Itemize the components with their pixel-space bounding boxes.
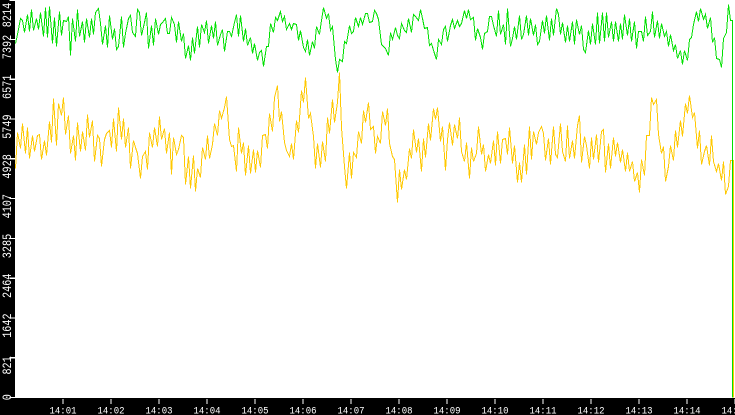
svg-text:14:13: 14:13 xyxy=(626,407,653,415)
svg-text:0: 0 xyxy=(1,394,15,400)
svg-text:1642: 1642 xyxy=(1,313,15,337)
svg-text:4107: 4107 xyxy=(1,194,15,218)
svg-text:14:09: 14:09 xyxy=(434,407,461,415)
svg-text:14:07: 14:07 xyxy=(338,407,365,415)
svg-text:7392: 7392 xyxy=(1,35,15,59)
svg-text:14:11: 14:11 xyxy=(530,407,557,415)
svg-text:14:02: 14:02 xyxy=(98,407,125,415)
svg-text:14:10: 14:10 xyxy=(482,407,509,415)
svg-text:6571: 6571 xyxy=(1,75,15,99)
svg-text:8214: 8214 xyxy=(1,3,15,27)
svg-text:5749: 5749 xyxy=(1,114,15,138)
svg-text:4928: 4928 xyxy=(1,154,15,178)
svg-text:14:04: 14:04 xyxy=(194,407,221,415)
svg-text:3285: 3285 xyxy=(1,234,15,258)
svg-text:2464: 2464 xyxy=(1,274,15,298)
svg-text:14:01: 14:01 xyxy=(50,407,77,415)
svg-text:14:08: 14:08 xyxy=(386,407,413,415)
svg-text:14:12: 14:12 xyxy=(578,407,605,415)
svg-text:821: 821 xyxy=(1,356,15,374)
svg-text:14:06: 14:06 xyxy=(290,407,317,415)
svg-text:14:14: 14:14 xyxy=(674,407,701,415)
svg-text:14:15: 14:15 xyxy=(722,407,735,415)
svg-text:14:05: 14:05 xyxy=(242,407,269,415)
svg-text:14:03: 14:03 xyxy=(146,407,173,415)
